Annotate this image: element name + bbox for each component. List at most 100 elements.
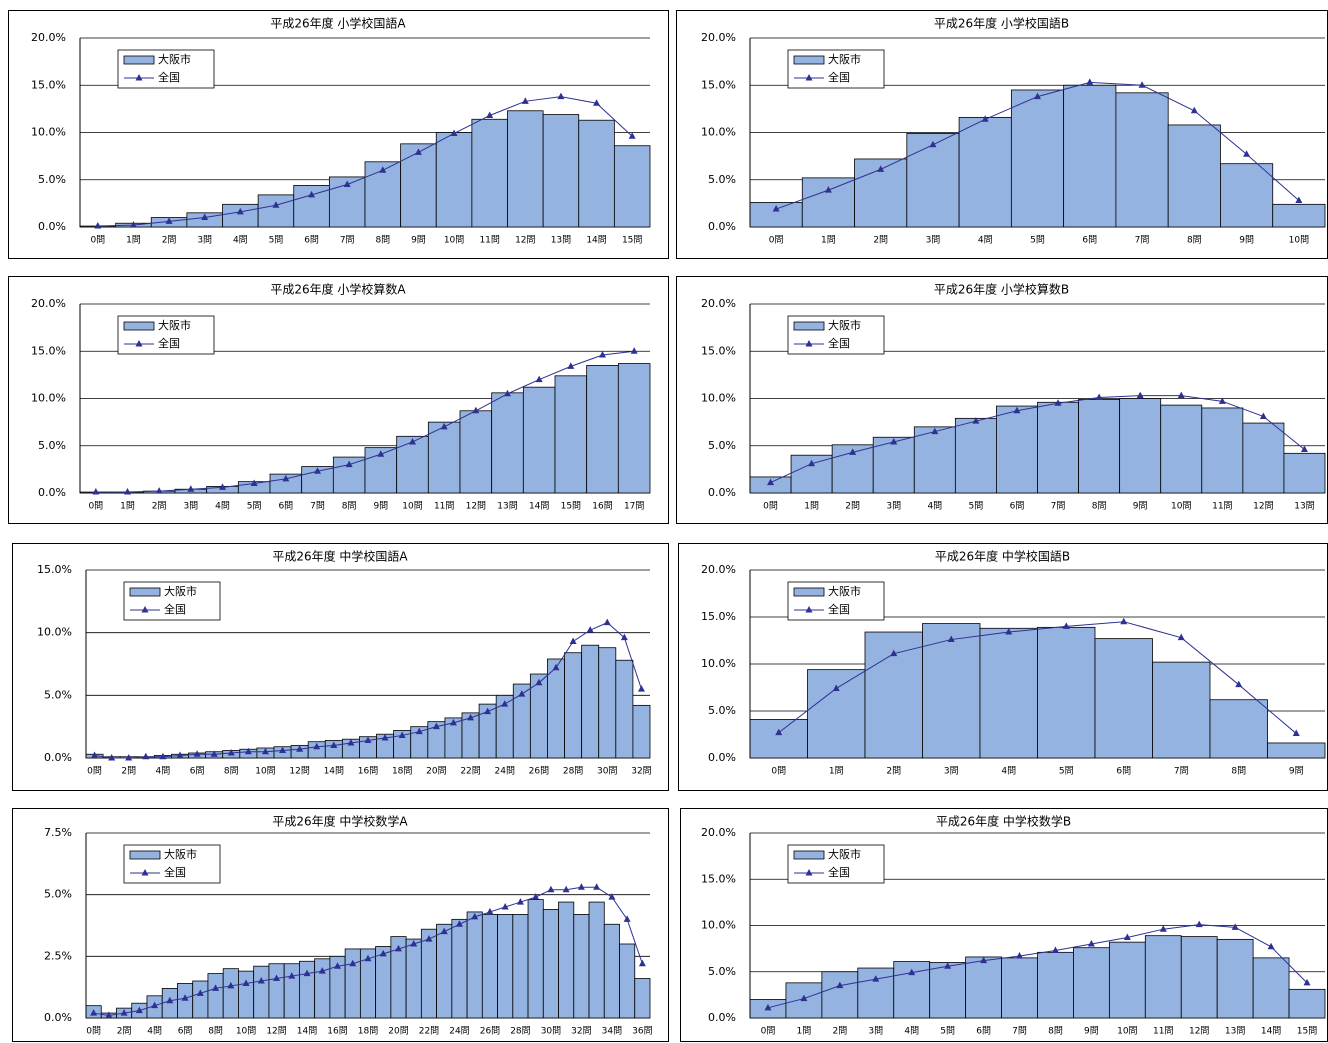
chart-panel: 平成26年度 中学校数学B 0.0% 5.0% 10.0% 15.0% 20.0% 0問 1問… [680,808,1328,1042]
x-tick-label: 12問 [466,501,486,512]
y-tick-label: 15.0% [31,78,66,91]
x-tick-label: 14問 [529,501,549,512]
marker [872,975,880,982]
bar [586,365,619,494]
marker [1177,391,1185,399]
bar [1037,401,1079,494]
bar [451,918,468,1019]
marker [201,213,209,221]
x-tick-label: 24問 [449,1026,469,1037]
bar [929,962,967,1019]
x-tick-label: 13問 [551,235,571,246]
marker [410,940,418,947]
bar [634,978,651,1019]
marker [620,633,628,641]
marker [836,981,844,989]
legend-marker [805,74,813,81]
marker [1195,920,1203,928]
y-tick-label: 20.0% [701,31,736,44]
x-tick-label: 1問 [120,501,135,512]
marker [105,1011,113,1019]
chart-title: 平成26年度 小学校算数A [270,282,406,297]
x-tick-label: 12問 [1253,501,1273,512]
marker [313,742,321,750]
chart-panel: 平成26年度 中学校国語A 0.0% 5.0% 10.0% 15.0% 0問 2問 4問 6問 8… [12,543,669,791]
marker [501,700,509,707]
marker [532,893,540,900]
marker [623,915,631,922]
marker [92,488,100,495]
y-tick-label: 15.0% [31,344,66,357]
y-tick-label: 20.0% [701,297,736,310]
y-tick-label: 5.0% [38,173,66,186]
x-tick-label: 14問 [297,1026,317,1037]
marker [557,92,565,100]
x-tick-label: 4問 [1001,766,1016,777]
bar [207,973,224,1019]
x-tick-label: 15問 [622,235,642,246]
marker [273,974,281,982]
marker [279,746,287,753]
x-tick-label: 3問 [197,235,212,246]
x-tick-label: 30問 [541,1026,561,1037]
marker [151,1001,159,1009]
legend-label: 大阪市 [158,318,191,332]
bar [958,116,1012,228]
marker [91,751,99,758]
x-tick-label: 12問 [266,1026,286,1037]
chart-title: 平成26年度 中学校国語B [935,549,1070,564]
y-tick-label: 0.0% [708,1011,736,1024]
marker [236,207,244,215]
marker [471,912,479,920]
x-tick-label: 9問 [1239,235,1254,246]
legend-label: 大阪市 [828,318,861,332]
x-tick-label: 15問 [561,501,581,512]
bar [1078,399,1121,494]
legend-label: 大阪市 [164,584,197,598]
y-tick-label: 10.0% [31,126,66,139]
marker [455,920,463,927]
legend-swatch [793,321,825,331]
marker [1295,196,1303,204]
x-tick-label: 7問 [1012,1026,1027,1037]
x-tick-label: 2問 [832,1026,847,1037]
x-tick-label: 0問 [86,1026,101,1037]
marker [425,935,433,942]
marker [90,1009,98,1016]
bar [405,938,422,1019]
bar [603,923,620,1019]
y-tick-label: 5.0% [44,688,72,701]
bar [1160,404,1203,494]
marker [931,427,939,435]
legend-label: 全国 [164,602,186,616]
marker [947,635,955,643]
x-tick-label: 6問 [278,501,293,512]
x-tick-label: 3問 [926,235,941,246]
marker [176,751,184,758]
marker [257,977,265,984]
bar [1209,699,1268,759]
line [778,621,1297,734]
chart-panel: 平成26年度 中学校国語B 0.0% 5.0% 10.0% 15.0% 20.0% 0問 1問… [678,543,1328,791]
x-tick-label: 4問 [215,501,230,512]
x-tick-label: 4問 [233,235,248,246]
chart-title: 平成26年度 小学校算数B [934,282,1069,297]
x-tick-label: 0問 [761,1026,776,1037]
x-tick-label: 3問 [183,501,198,512]
x-tick-label: 6問 [976,1026,991,1037]
marker [250,479,258,487]
bar [1119,398,1162,494]
chart-title: 平成26年度 小学校国語B [934,16,1069,31]
bar [396,435,429,494]
marker [212,984,220,991]
marker [314,467,321,474]
bar [1152,661,1211,759]
marker [1136,391,1144,399]
x-tick-label: 1問 [797,1026,812,1037]
bar [913,426,956,494]
marker [1303,978,1311,986]
x-tick-label: 6問 [178,1026,193,1037]
y-tick-label: 10.0% [701,919,736,932]
bar [573,914,590,1019]
